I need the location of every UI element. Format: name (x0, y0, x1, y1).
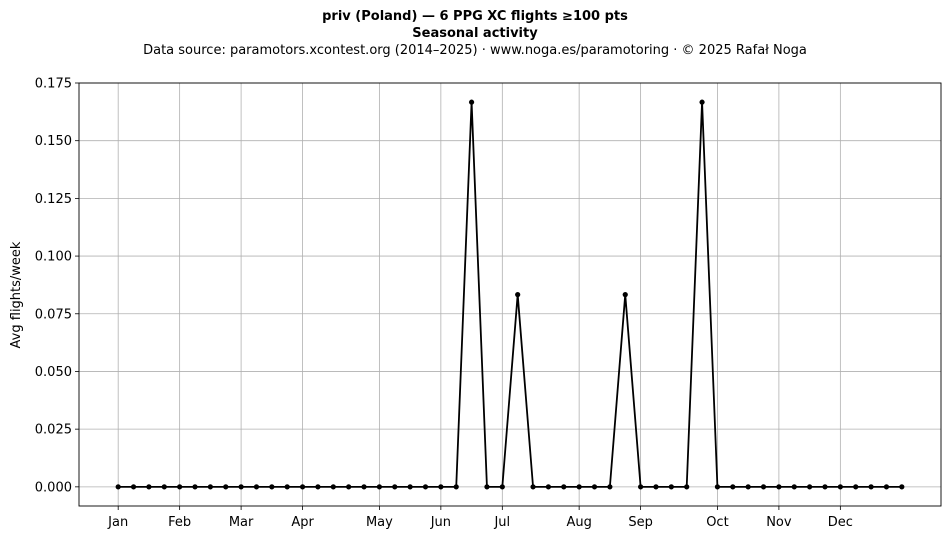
data-point (853, 484, 859, 490)
data-point (284, 484, 290, 490)
data-point (607, 484, 613, 490)
data-point (115, 484, 121, 490)
y-tick-label: 0.100 (35, 250, 72, 265)
data-point (407, 484, 413, 490)
plot-frame (78, 82, 942, 507)
data-point (468, 99, 475, 105)
x-tick-label: Nov (766, 515, 792, 530)
data-point (299, 484, 306, 490)
data-point (315, 484, 321, 490)
data-point (530, 484, 536, 490)
data-point (438, 484, 444, 490)
data-point (207, 484, 213, 490)
data-point (899, 484, 905, 490)
y-tick-label: 0.125 (35, 192, 72, 207)
x-tick-label: Jan (107, 515, 128, 530)
data-point (453, 484, 459, 490)
series-line (118, 101, 902, 488)
data-point (837, 484, 843, 490)
data-point (177, 484, 183, 490)
data-point (361, 484, 367, 490)
axes (75, 82, 942, 510)
data-point (745, 484, 751, 490)
x-tick-label: Jul (493, 515, 510, 530)
series-layer (115, 99, 905, 490)
data-point (146, 484, 152, 490)
data-point (161, 484, 167, 490)
data-point (684, 484, 690, 490)
grid-lines (79, 82, 941, 506)
data-point (561, 484, 567, 490)
data-source-line: Data source: paramotors.xcontest.org (20… (143, 43, 807, 58)
data-point (269, 484, 275, 490)
x-tick-label: Apr (291, 515, 314, 530)
data-point (330, 484, 336, 490)
x-tick-label: Mar (229, 515, 254, 530)
data-point (392, 484, 398, 490)
data-point (807, 484, 813, 490)
data-point (238, 484, 244, 490)
data-point (499, 484, 505, 490)
x-tick-label: May (366, 515, 393, 530)
data-point (730, 484, 736, 490)
data-point (576, 484, 582, 490)
data-point (545, 484, 552, 490)
data-point (668, 484, 674, 490)
x-tick-label: Feb (168, 515, 191, 530)
data-point (714, 484, 721, 490)
data-point (515, 292, 521, 298)
title-block: priv (Poland) — 6 PPG XC flights ≥100 pt… (0, 8, 950, 59)
tick-labels: Jan Feb Mar Apr May Jun Jul Aug Sep Oct Nov Dec 0.00… (35, 77, 853, 531)
data-point (638, 484, 644, 490)
y-tick-label: 0.050 (35, 365, 72, 380)
data-point (346, 484, 352, 490)
data-point (883, 484, 890, 490)
data-point (192, 484, 198, 490)
data-point (484, 484, 490, 490)
y-tick-label: 0.150 (35, 134, 72, 149)
data-point (760, 484, 767, 490)
data-point (699, 99, 705, 105)
y-tick-label: 0.075 (35, 307, 72, 322)
x-tick-label: Aug (566, 515, 591, 530)
data-point (130, 484, 137, 490)
data-point (653, 484, 659, 490)
chart-title: priv (Poland) — 6 PPG XC flights ≥100 pt… (322, 9, 628, 24)
y-axis-label: Avg flights/week (9, 241, 24, 348)
x-tick-label: Oct (706, 515, 728, 530)
data-point (223, 484, 229, 490)
data-point (791, 484, 797, 490)
x-tick-label: Jun (430, 515, 451, 530)
data-point (253, 484, 260, 490)
x-tick-label: Dec (828, 515, 853, 530)
data-point (591, 484, 598, 490)
data-point (868, 484, 874, 490)
chart-subtitle: Seasonal activity (412, 26, 538, 41)
x-tick-label: Sep (628, 515, 653, 530)
data-point (622, 292, 628, 298)
y-tick-label: 0.000 (35, 480, 72, 495)
data-point (422, 484, 429, 490)
data-point (822, 484, 828, 490)
data-point (776, 484, 782, 490)
data-point (376, 484, 382, 490)
y-tick-label: 0.025 (35, 423, 72, 438)
y-tick-label: 0.175 (35, 77, 72, 92)
